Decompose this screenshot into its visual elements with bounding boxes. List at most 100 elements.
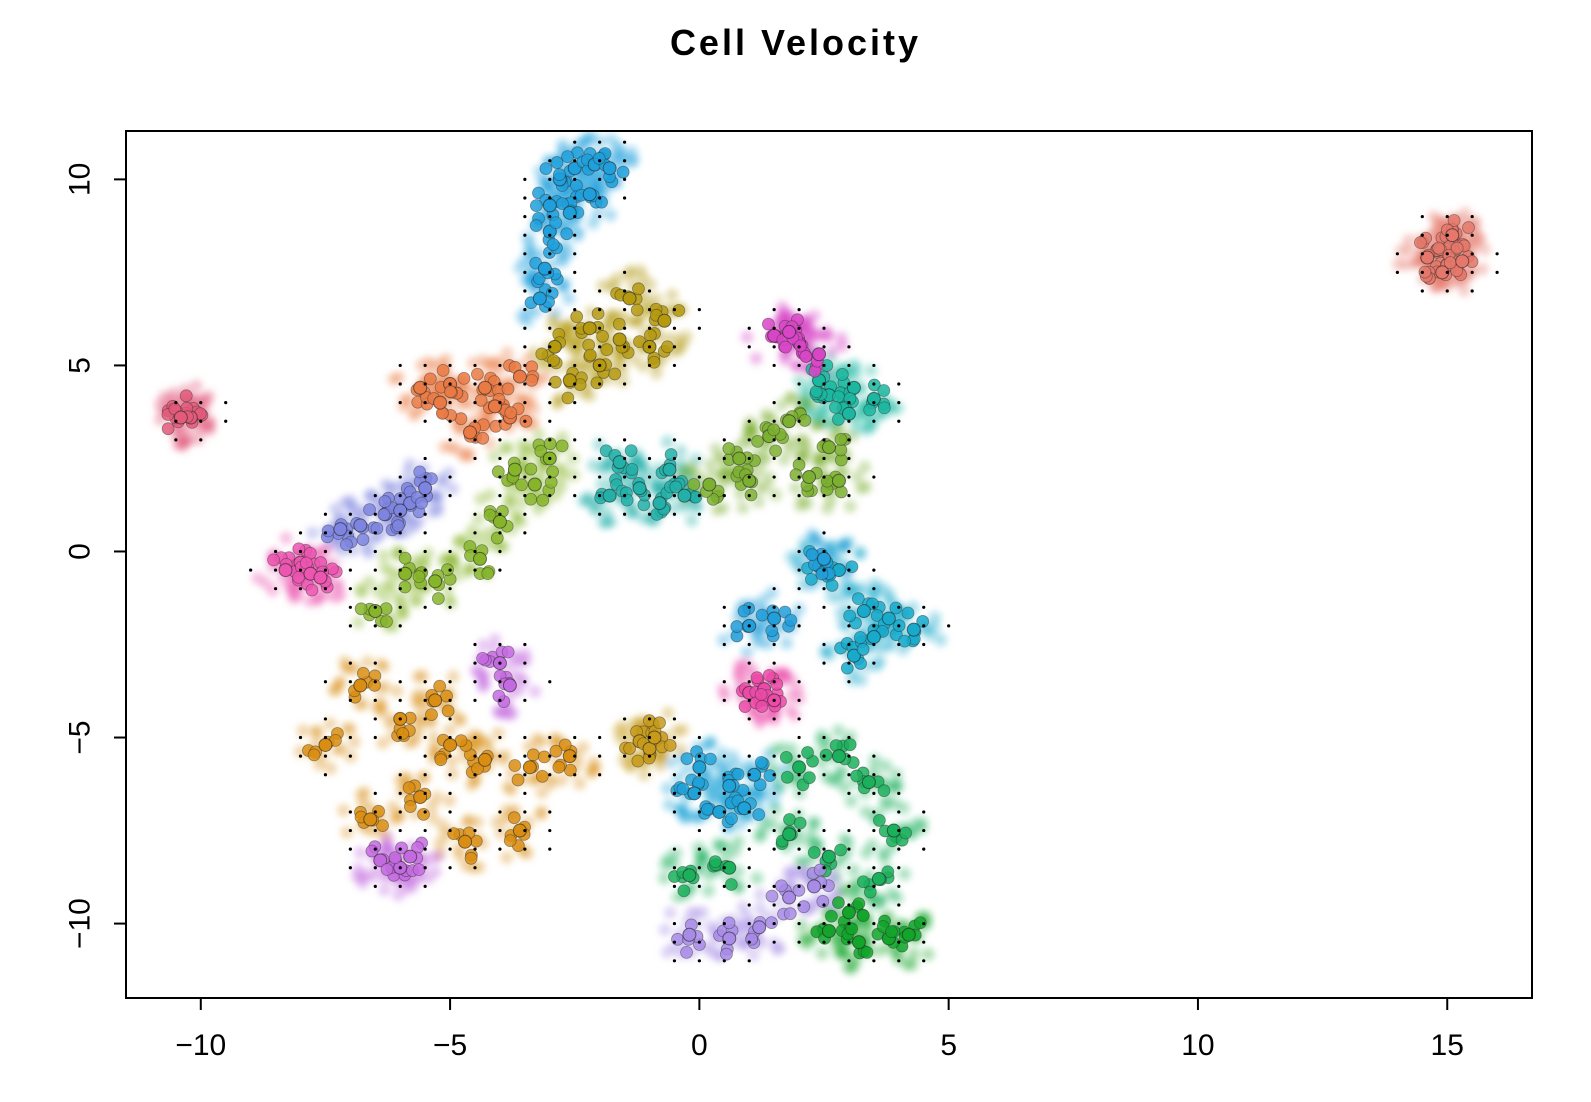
velocity-dot <box>498 680 502 684</box>
cell-point-13-4 <box>403 849 418 864</box>
cell-haze <box>662 798 676 812</box>
velocity-dot <box>548 754 552 758</box>
velocity-dot <box>822 884 826 888</box>
velocity-dot <box>448 847 452 851</box>
velocity-dot <box>498 419 502 423</box>
cell-point <box>824 909 838 923</box>
velocity-dot <box>373 698 377 702</box>
velocity-dot <box>523 233 527 237</box>
cell-point <box>481 567 495 580</box>
cell-point <box>708 855 722 869</box>
velocity-dot <box>573 475 577 479</box>
cell-point <box>653 716 666 730</box>
velocity-dot <box>697 940 701 944</box>
velocity-dot <box>498 847 502 851</box>
cell-point <box>672 304 686 317</box>
velocity-dot <box>722 810 726 814</box>
velocity-dot <box>822 549 826 554</box>
velocity-dot <box>697 735 701 740</box>
cell-point <box>798 414 812 427</box>
cell-point <box>769 444 783 458</box>
cell-haze <box>1458 206 1472 220</box>
velocity-dot <box>872 475 876 479</box>
cell-haze <box>554 773 568 787</box>
cell-point <box>391 519 405 533</box>
velocity-dot <box>573 196 577 200</box>
velocity-dot <box>473 847 477 851</box>
cell-point <box>396 727 410 740</box>
x-tick-label: 5 <box>940 1029 957 1062</box>
cell-haze <box>660 781 674 795</box>
velocity-dot <box>298 587 303 591</box>
cell-point <box>474 393 488 407</box>
velocity-dot <box>722 642 726 647</box>
velocity-dot <box>747 494 751 498</box>
velocity-dot <box>423 456 427 461</box>
velocity-dot <box>747 438 751 442</box>
velocity-dot <box>772 494 776 498</box>
cell-point <box>292 542 306 556</box>
velocity-dot <box>622 270 627 274</box>
cell-haze <box>774 779 788 793</box>
velocity-dot <box>398 401 402 405</box>
cell-haze <box>812 453 826 467</box>
cell-point <box>417 808 430 821</box>
velocity-dot <box>922 940 926 944</box>
cell-haze <box>657 871 671 885</box>
cell-haze <box>868 753 882 767</box>
cell-haze <box>680 763 694 777</box>
cell-haze <box>446 670 460 684</box>
velocity-dot <box>498 735 502 740</box>
velocity-dot <box>1495 270 1499 274</box>
cell-haze <box>460 565 474 579</box>
cell-haze <box>727 844 741 858</box>
cell-point <box>819 748 833 762</box>
cell-haze <box>446 552 460 566</box>
cell-haze <box>632 313 646 327</box>
cell-point <box>680 945 693 959</box>
velocity-dot <box>598 159 602 163</box>
cell-point <box>267 553 280 567</box>
velocity-dot <box>199 419 203 423</box>
velocity-dot <box>348 587 352 591</box>
cell-haze <box>500 850 514 864</box>
cell-point <box>616 165 630 179</box>
velocity-dot <box>573 735 577 740</box>
velocity-dot <box>747 419 751 423</box>
velocity-dot <box>622 735 627 740</box>
cell-haze <box>1457 284 1471 298</box>
cell-point <box>1443 256 1457 270</box>
velocity-dot <box>573 214 577 219</box>
velocity-dot <box>672 791 677 795</box>
velocity-dot <box>772 438 776 442</box>
cell-point <box>548 375 562 389</box>
velocity-dot <box>697 512 701 516</box>
cell-haze <box>535 785 549 799</box>
cell-point <box>813 863 827 877</box>
cell-point-3-6 <box>562 373 577 388</box>
velocity-dot <box>772 419 776 423</box>
cell-point <box>765 624 779 638</box>
cell-haze <box>370 700 384 714</box>
velocity-dot <box>847 401 851 405</box>
velocity-dot <box>548 345 552 349</box>
velocity-dot <box>398 717 402 721</box>
cell-point <box>536 493 550 507</box>
velocity-dot <box>598 214 602 219</box>
velocity-dot <box>822 903 826 907</box>
cell-point <box>856 909 870 923</box>
cell-haze <box>710 503 724 517</box>
velocity-dot <box>622 308 627 312</box>
cell-point <box>843 738 857 751</box>
cell-point <box>625 463 639 476</box>
cell-haze <box>765 586 779 600</box>
velocity-dot <box>473 568 477 572</box>
cell-haze <box>635 458 649 472</box>
velocity-dot <box>672 345 677 349</box>
velocity-dot <box>448 438 452 442</box>
velocity-dot <box>772 921 776 926</box>
cell-point <box>663 739 677 752</box>
cell-point <box>398 580 412 594</box>
velocity-dot <box>423 847 427 851</box>
velocity-dot <box>897 810 901 814</box>
